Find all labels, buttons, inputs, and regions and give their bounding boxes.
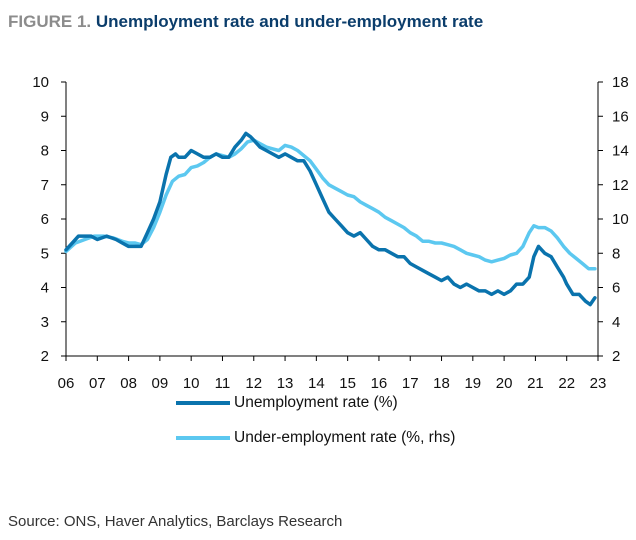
- x-tick-label: 08: [120, 375, 137, 392]
- x-tick-label: 17: [402, 375, 419, 392]
- legend-label-underemployment: Under-employment rate (%, rhs): [234, 429, 456, 446]
- x-tick-label: 18: [433, 375, 450, 392]
- y-right-tick-label: 8: [612, 245, 620, 262]
- x-tick-label: 12: [245, 375, 262, 392]
- y-right-tick-label: 4: [612, 314, 620, 331]
- x-tick-label: 06: [58, 375, 75, 392]
- y-left-tick-label: 7: [41, 177, 49, 194]
- y-left-tick-label: 2: [41, 348, 49, 365]
- legend-item-underemployment: Under-employment rate (%, rhs): [176, 429, 455, 447]
- x-tick-label: 22: [558, 375, 575, 392]
- source-note: Source: ONS, Haver Analytics, Barclays R…: [8, 513, 343, 530]
- y-left-tick-label: 10: [32, 74, 49, 91]
- y-right-tick-label: 10: [612, 211, 629, 228]
- y-left-tick-label: 3: [41, 314, 49, 331]
- legend-label-unemployment: Unemployment rate (%): [234, 394, 398, 411]
- y-right-tick-label: 2: [612, 348, 620, 365]
- figure-label: FIGURE 1.: [8, 12, 92, 31]
- x-tick-label: 11: [215, 375, 231, 392]
- x-tick-label: 19: [464, 375, 481, 392]
- figure-title-text: Unemployment rate and under-employment r…: [95, 12, 484, 31]
- x-tick-label: 20: [496, 375, 513, 392]
- x-tick-label: 16: [371, 375, 388, 392]
- x-tick-label: 09: [152, 375, 169, 392]
- y-right-tick-label: 14: [612, 143, 629, 160]
- x-tick-label: 13: [277, 375, 294, 392]
- y-left-tick-label: 8: [41, 143, 49, 160]
- y-left-tick-label: 4: [41, 280, 49, 297]
- legend-item-unemployment: Unemployment rate (%): [176, 394, 398, 412]
- x-tick-label: 21: [527, 375, 544, 392]
- x-tick-label: 10: [183, 375, 200, 392]
- y-left-tick-label: 5: [41, 245, 49, 262]
- legend-swatch-unemployment: [176, 401, 230, 405]
- figure-title: FIGURE 1. Unemployment rate and under-em…: [8, 12, 483, 32]
- x-tick-label: 23: [590, 375, 607, 392]
- x-tick-label: 14: [308, 375, 325, 392]
- legend-swatch-underemployment: [176, 436, 230, 440]
- series-line-unemployment: [64, 131, 597, 307]
- y-right-tick-label: 12: [612, 177, 629, 194]
- y-left-tick-label: 9: [41, 108, 49, 125]
- y-left-tick-label: 6: [41, 211, 49, 228]
- y-right-tick-label: 18: [612, 74, 629, 91]
- y-right-tick-label: 6: [612, 280, 620, 297]
- series-line-underemployment: [64, 138, 597, 271]
- x-tick-label: 15: [339, 375, 356, 392]
- y-right-tick-label: 16: [612, 108, 629, 125]
- x-tick-label: 07: [89, 375, 106, 392]
